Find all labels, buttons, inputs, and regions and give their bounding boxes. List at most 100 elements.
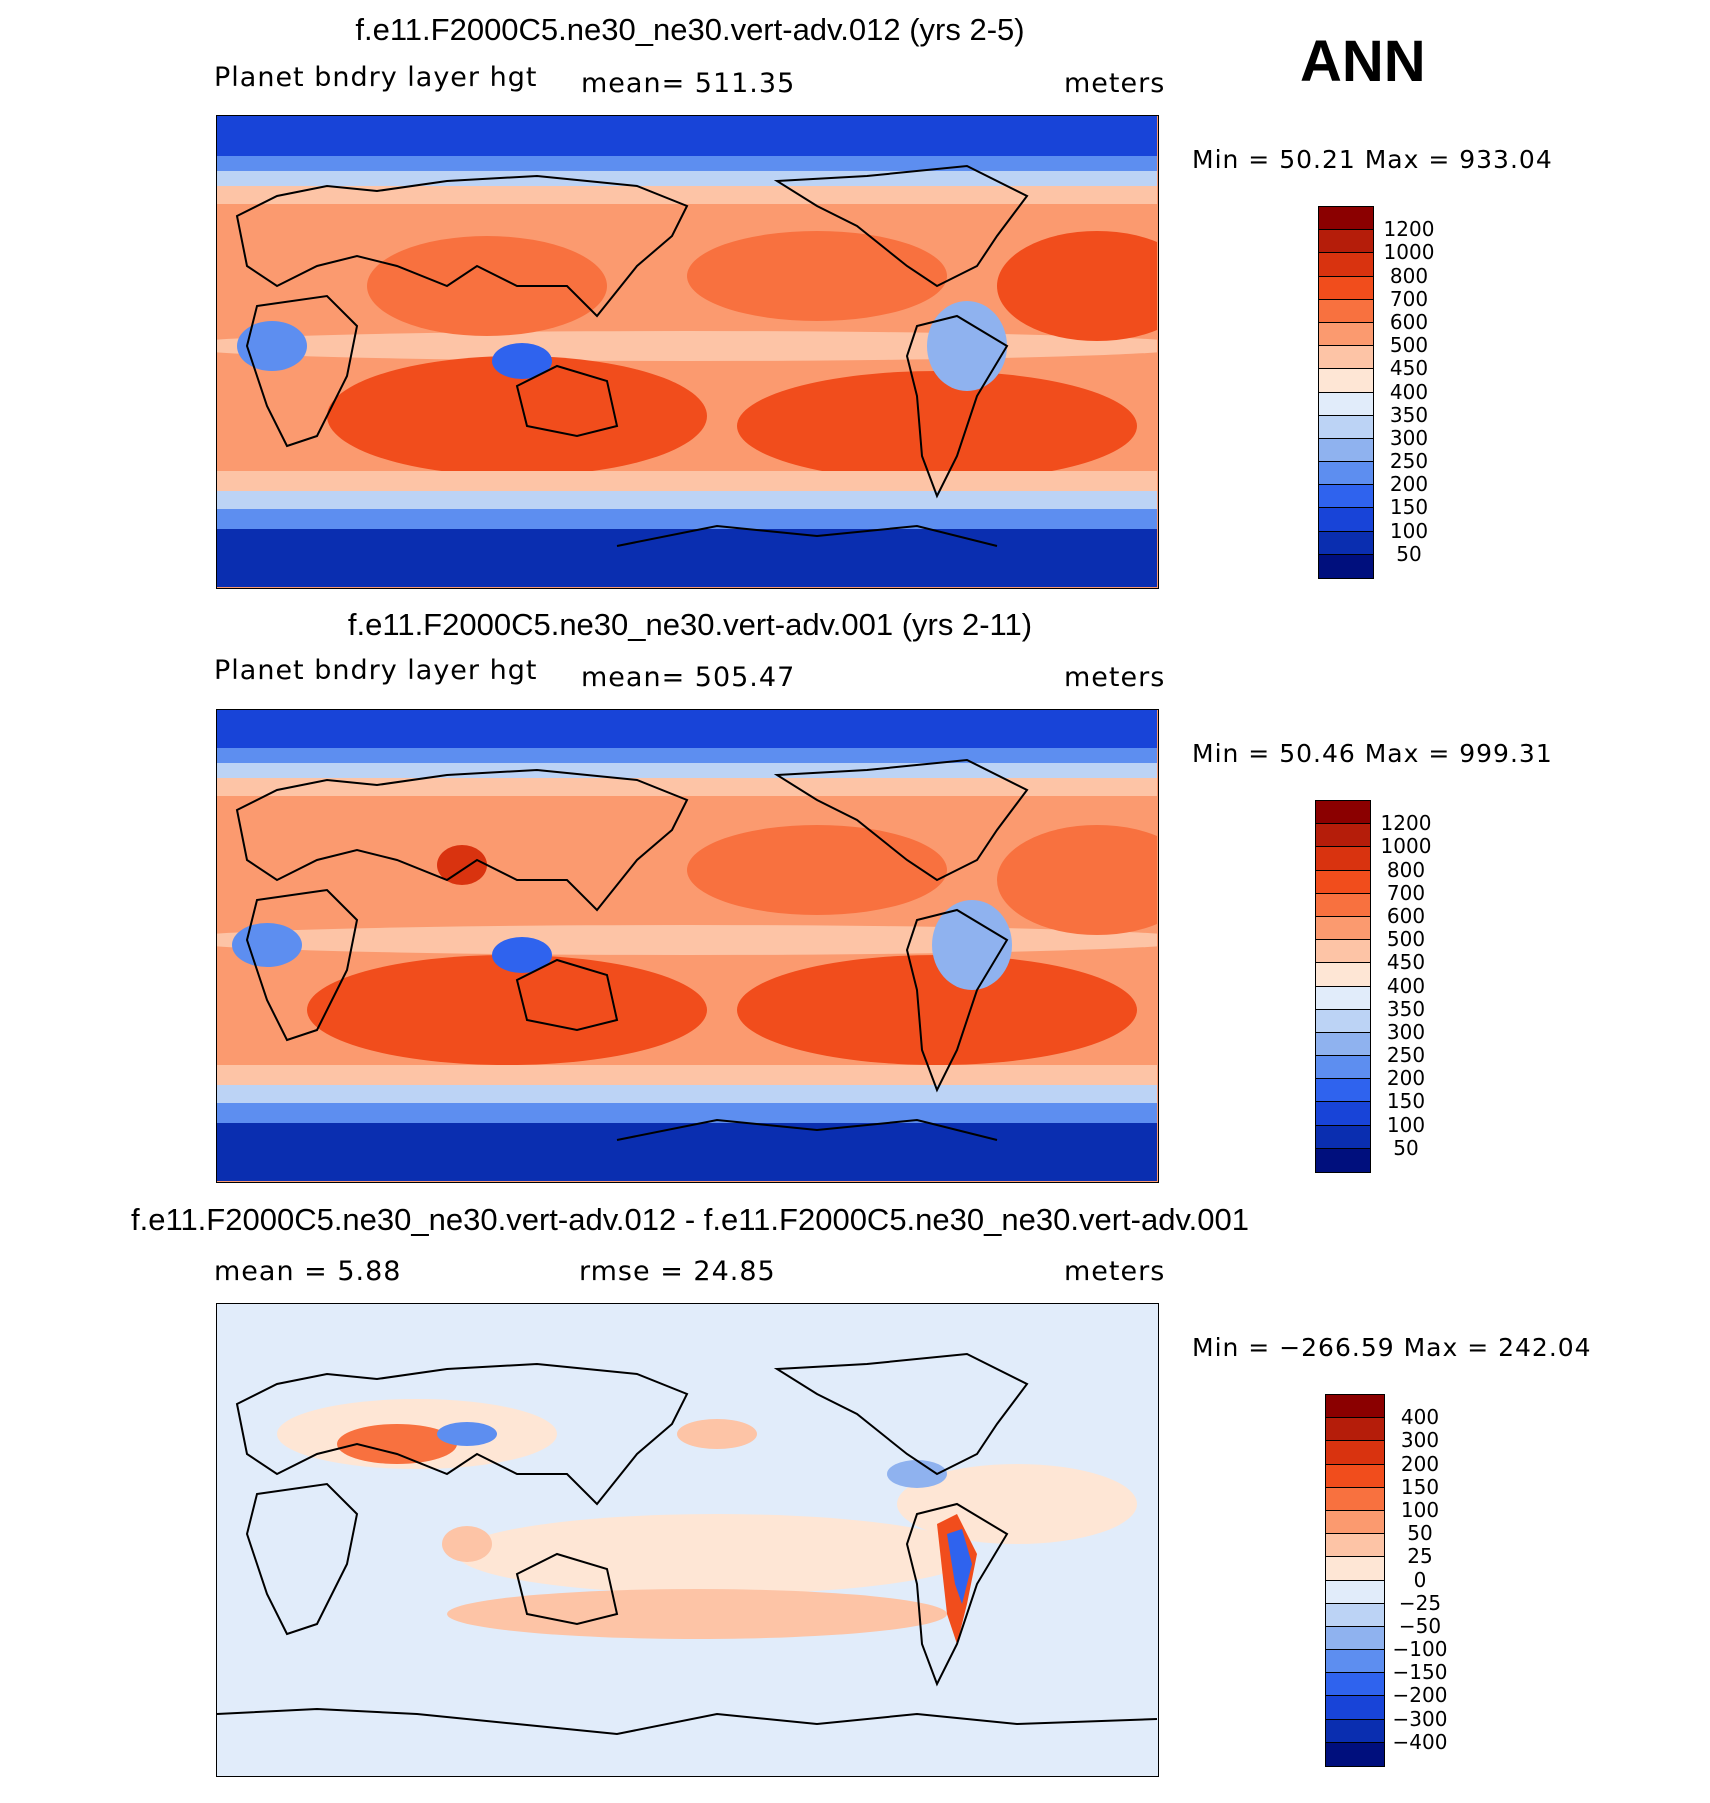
colorbar-swatch bbox=[1326, 1464, 1384, 1488]
colorbar-tick-label: 1200 bbox=[1383, 217, 1435, 242]
colorbar-swatch bbox=[1326, 1487, 1384, 1511]
colorbar-swatch bbox=[1326, 1742, 1384, 1766]
colorbar-tick-label: 200 bbox=[1386, 1066, 1426, 1091]
colorbar-swatch bbox=[1319, 322, 1373, 347]
colorbar-tick-label: 300 bbox=[1389, 425, 1429, 450]
colorbar-swatch bbox=[1319, 276, 1373, 300]
colorbar-tick-label: 1000 bbox=[1380, 834, 1432, 859]
colorbar-swatch bbox=[1326, 1441, 1384, 1465]
colorbar-tick-label: 0 bbox=[1413, 1567, 1427, 1592]
colorbar-tick-label: 100 bbox=[1389, 518, 1429, 543]
colorbar-swatch bbox=[1316, 1009, 1370, 1033]
colorbar-swatch bbox=[1326, 1603, 1384, 1627]
panel-3-minmax: Min = −266.59 Max = 242.04 bbox=[1192, 1333, 1592, 1362]
colorbar-tick-label: 250 bbox=[1389, 449, 1429, 474]
colorbar-swatch bbox=[1319, 415, 1373, 439]
panel-3-map bbox=[216, 1303, 1159, 1777]
colorbar-tick-label: 150 bbox=[1389, 495, 1429, 520]
colorbar-tick-label: 700 bbox=[1386, 880, 1426, 905]
colorbar-swatch bbox=[1326, 1580, 1384, 1604]
colorbar-swatch bbox=[1316, 916, 1370, 941]
colorbar-swatch bbox=[1316, 870, 1370, 894]
colorbar-swatch bbox=[1319, 207, 1373, 231]
colorbar-swatch bbox=[1316, 1079, 1370, 1103]
panel-2-minmax: Min = 50.46 Max = 999.31 bbox=[1192, 739, 1553, 768]
colorbar-tick-label: 400 bbox=[1389, 379, 1429, 404]
colorbar-swatch bbox=[1319, 438, 1373, 463]
panel-2-map bbox=[216, 709, 1159, 1183]
colorbar-swatch bbox=[1326, 1650, 1384, 1674]
panel-1-variable-label: Planet bndry layer hgt bbox=[214, 62, 538, 93]
colorbar-tick-label: 50 bbox=[1407, 1521, 1433, 1546]
colorbar-tick-label: −50 bbox=[1398, 1613, 1442, 1638]
colorbar-tick-label: −400 bbox=[1392, 1729, 1448, 1754]
colorbar-swatch bbox=[1319, 230, 1373, 254]
colorbar-tick-label: 800 bbox=[1389, 263, 1429, 288]
colorbar-swatch bbox=[1316, 963, 1370, 987]
panel-2-coastlines bbox=[235, 758, 1029, 1141]
colorbar-swatch bbox=[1319, 485, 1373, 509]
colorbar-swatch bbox=[1319, 462, 1373, 486]
panel-3-mean-label: mean = 5.88 bbox=[214, 1256, 402, 1287]
colorbar-swatch bbox=[1316, 893, 1370, 917]
panel-2-title: f.e11.F2000C5.ne30_ne30.vert-adv.001 (yr… bbox=[347, 607, 1033, 642]
colorbar-swatch bbox=[1316, 1102, 1370, 1126]
panel-1-mean-label: mean= 511.35 bbox=[581, 68, 796, 99]
colorbar-swatch bbox=[1316, 1125, 1370, 1149]
panel-3-coastlines bbox=[217, 1352, 1157, 1736]
colorbar-tick-label: 600 bbox=[1386, 903, 1426, 928]
colorbar-swatch bbox=[1326, 1534, 1384, 1558]
colorbar-tick-label: 300 bbox=[1400, 1428, 1440, 1453]
colorbar-tick-label: 500 bbox=[1389, 333, 1429, 358]
panel-3-rmse-label: rmse = 24.85 bbox=[579, 1256, 776, 1287]
colorbar-swatch bbox=[1319, 392, 1373, 416]
panel-2-mean-label: mean= 505.47 bbox=[581, 662, 796, 693]
colorbar-tick-label: 500 bbox=[1386, 927, 1426, 952]
colorbar-tick-label: 600 bbox=[1389, 309, 1429, 334]
colorbar-swatch bbox=[1326, 1418, 1384, 1442]
colorbar-tick-label: 250 bbox=[1386, 1043, 1426, 1068]
colorbar-swatch bbox=[1326, 1557, 1384, 1581]
colorbar-swatch bbox=[1316, 847, 1370, 871]
colorbar-swatch bbox=[1316, 940, 1370, 964]
colorbar-tick-label: 50 bbox=[1393, 1135, 1419, 1160]
colorbar-tick-label: 400 bbox=[1400, 1405, 1440, 1430]
colorbar-swatch bbox=[1316, 986, 1370, 1010]
season-label: ANN bbox=[1300, 29, 1426, 94]
panel-1-coastlines bbox=[235, 164, 1029, 547]
colorbar-tick-label: 100 bbox=[1400, 1497, 1440, 1522]
colorbar-swatch bbox=[1316, 824, 1370, 848]
colorbar-swatch bbox=[1319, 554, 1373, 578]
colorbar-tick-label: −300 bbox=[1392, 1706, 1448, 1731]
panel-2-units-label: meters bbox=[1064, 662, 1166, 693]
colorbar-tick-label: 700 bbox=[1389, 286, 1429, 311]
colorbar-tick-label: 1200 bbox=[1380, 811, 1432, 836]
panel-2-variable-label: Planet bndry layer hgt bbox=[214, 655, 538, 686]
colorbar-tick-label: 300 bbox=[1386, 1019, 1426, 1044]
colorbar-swatch bbox=[1316, 1032, 1370, 1057]
colorbar-tick-label: 150 bbox=[1400, 1474, 1440, 1499]
colorbar-tick-label: 450 bbox=[1386, 950, 1426, 975]
panel-2-colorbar-swatches bbox=[1315, 800, 1371, 1173]
panel-1-colorbar-swatches bbox=[1318, 206, 1374, 579]
panel-3-colorbar-swatches bbox=[1325, 1394, 1385, 1767]
colorbar-swatch bbox=[1319, 346, 1373, 370]
panel-2-field bbox=[217, 710, 1157, 1181]
panel-3-units-label: meters bbox=[1064, 1256, 1166, 1287]
panel-1-title: f.e11.F2000C5.ne30_ne30.vert-adv.012 (yr… bbox=[355, 12, 1025, 47]
colorbar-tick-label: 350 bbox=[1386, 996, 1426, 1021]
colorbar-swatch bbox=[1326, 1626, 1384, 1651]
colorbar-tick-label: 200 bbox=[1400, 1451, 1440, 1476]
colorbar-swatch bbox=[1319, 299, 1373, 323]
colorbar-swatch bbox=[1326, 1395, 1384, 1419]
colorbar-swatch bbox=[1319, 531, 1373, 555]
panel-1-map bbox=[216, 115, 1159, 589]
colorbar-swatch bbox=[1319, 253, 1373, 277]
panel-3-title: f.e11.F2000C5.ne30_ne30.vert-adv.012 - f… bbox=[131, 1202, 1249, 1237]
colorbar-tick-label: 400 bbox=[1386, 973, 1426, 998]
colorbar-tick-label: 25 bbox=[1407, 1544, 1433, 1569]
colorbar-tick-label: −150 bbox=[1392, 1660, 1448, 1685]
colorbar-tick-label: 200 bbox=[1389, 472, 1429, 497]
colorbar-swatch bbox=[1326, 1673, 1384, 1697]
colorbar-tick-label: 50 bbox=[1396, 541, 1422, 566]
